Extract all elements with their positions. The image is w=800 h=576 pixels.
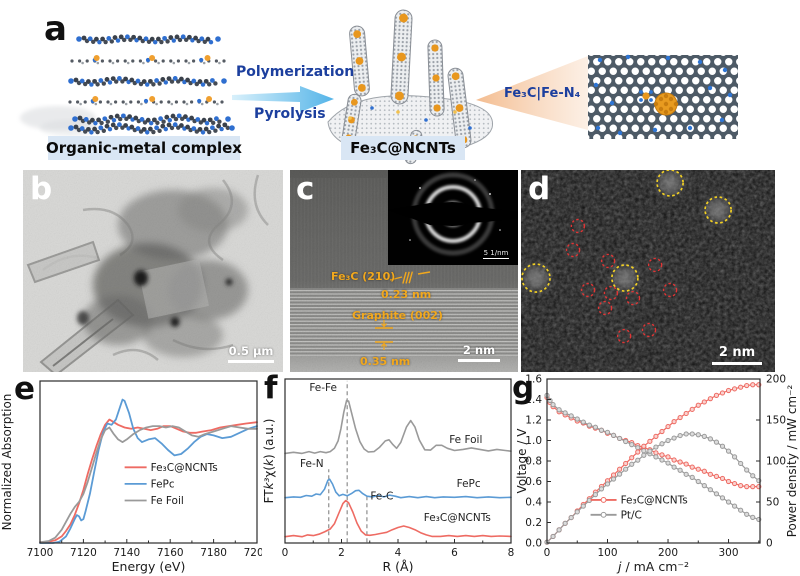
svg-text:1.2: 1.2 — [525, 415, 542, 427]
svg-text:50: 50 — [766, 497, 779, 509]
svg-text:Fe₃C@NCNTs: Fe₃C@NCNTs — [151, 462, 218, 474]
svg-text:200: 200 — [658, 547, 678, 559]
svg-text:1.0: 1.0 — [525, 435, 542, 447]
label-pyrolysis: Pyrolysis — [254, 106, 326, 122]
saed-scale: 5 1/nm — [483, 249, 509, 260]
svg-text:Fe-Fe: Fe-Fe — [309, 382, 337, 394]
svg-text:R (Å): R (Å) — [383, 559, 414, 574]
svg-text:j / mA cm⁻²: j / mA cm⁻² — [616, 559, 689, 574]
svg-text:1.4: 1.4 — [525, 394, 542, 406]
panel-b-scalebar-line — [228, 360, 274, 363]
svg-text:6: 6 — [451, 547, 458, 559]
saed-scale-line — [483, 258, 509, 260]
svg-text:0: 0 — [282, 547, 289, 559]
panel-c-scalebar: 2 nm — [458, 343, 500, 362]
svg-text:8: 8 — [508, 547, 515, 559]
svg-text:Fe-C: Fe-C — [370, 491, 393, 503]
chart-exafs: 0 2 4 6 8 R (Å) FTk³χ(k) (a.u.) Fe-Fe Fe-N Fe-C Fe… — [262, 378, 515, 574]
label-023nm: 0.23 nm — [381, 288, 432, 301]
svg-text:7140: 7140 — [113, 547, 140, 559]
svg-text:Pt/C: Pt/C — [621, 509, 642, 521]
saed-inset — [388, 170, 518, 265]
label-graphite-002: Graphite (002) — [352, 309, 443, 322]
panel-f-letter: f — [264, 370, 278, 406]
panel-a-schematic — [20, 9, 738, 165]
label-organic-metal-complex: Organic-metal complex — [46, 136, 242, 160]
svg-text:FePc: FePc — [457, 478, 481, 490]
svg-text:FTk³χ(k) (a.u.): FTk³χ(k) (a.u.) — [262, 419, 276, 504]
panel-b-letter: b — [30, 171, 53, 207]
panel-c-scalebar-line — [458, 359, 500, 362]
label-fe3c-ncnts: Fe₃C@NCNTs — [341, 136, 465, 160]
chart-xanes: 7100 7120 7140 7160 7180 7200 Energy (eV) Norma… — [0, 380, 262, 574]
reaction-arrow — [232, 86, 334, 112]
svg-text:0.6: 0.6 — [525, 476, 542, 488]
panel-b-scalebar-text: 0.5 μm — [228, 344, 274, 358]
label-fe3c-fen4: Fe₃C|Fe-N₄ — [504, 86, 581, 101]
svg-text:Power density / mW cm⁻²: Power density / mW cm⁻² — [785, 385, 799, 538]
svg-text:Fe Foil: Fe Foil — [151, 495, 184, 507]
label-fe3c-210: Fe₃C (210) — [331, 270, 396, 283]
panel-d-haadf-image — [521, 170, 775, 372]
panel-b-tem-image — [23, 170, 283, 372]
svg-text:200: 200 — [766, 374, 786, 386]
svg-text:Fe-N: Fe-N — [300, 458, 324, 470]
panel-d-scalebar: 2 nm — [712, 345, 762, 365]
zoom-cone — [476, 56, 588, 130]
svg-text:2: 2 — [338, 547, 345, 559]
svg-text:Fe₃C@NCNTs: Fe₃C@NCNTs — [424, 512, 491, 524]
svg-text:Fe Foil: Fe Foil — [449, 434, 482, 446]
svg-text:0.8: 0.8 — [525, 456, 542, 468]
panel-e-letter: e — [14, 371, 36, 407]
svg-text:7100: 7100 — [27, 547, 54, 559]
svg-text:Normalized Absorption: Normalized Absorption — [0, 394, 14, 531]
svg-text:7200: 7200 — [244, 547, 262, 559]
panel-c-letter: c — [296, 171, 315, 207]
svg-text:7180: 7180 — [200, 547, 227, 559]
saed-scale-text: 5 1/nm — [483, 249, 509, 257]
svg-text:Voltage / V: Voltage / V — [515, 428, 529, 494]
label-polymerization: Polymerization — [236, 64, 355, 80]
panel-b-scalebar: 0.5 μm — [228, 344, 274, 363]
label-035nm: 0.35 nm — [360, 355, 411, 368]
svg-text:Fe₃C@NCNTs: Fe₃C@NCNTs — [621, 494, 688, 506]
panel-c-hrtem-image — [290, 170, 518, 372]
svg-text:150: 150 — [766, 415, 786, 427]
svg-text:4: 4 — [395, 547, 402, 559]
svg-text:7160: 7160 — [157, 547, 184, 559]
panel-a-letter: a — [44, 9, 67, 49]
chart-battery: 0 100 200 300 0.0 0.2 0.4 0.6 0.8 1.0 1.2 1.4 1.6 0 50… — [515, 374, 799, 575]
svg-text:Energy (eV): Energy (eV) — [112, 559, 186, 574]
svg-text:FePc: FePc — [151, 478, 175, 490]
panel-c-scalebar-text: 2 nm — [462, 343, 496, 357]
panel-d-letter: d — [528, 171, 551, 207]
panel-d-scalebar-text: 2 nm — [718, 345, 756, 360]
svg-text:100: 100 — [766, 456, 786, 468]
svg-text:300: 300 — [719, 547, 739, 559]
svg-text:0.4: 0.4 — [525, 497, 542, 509]
svg-text:0: 0 — [544, 547, 551, 559]
panel-g-letter: g — [512, 370, 535, 406]
svg-text:0.2: 0.2 — [525, 517, 542, 529]
svg-text:100: 100 — [597, 547, 617, 559]
svg-text:0: 0 — [766, 538, 773, 550]
svg-text:7120: 7120 — [70, 547, 97, 559]
svg-text:0.0: 0.0 — [525, 538, 542, 550]
panel-d-scalebar-line — [712, 362, 762, 365]
svg-text:1.6: 1.6 — [525, 374, 542, 386]
